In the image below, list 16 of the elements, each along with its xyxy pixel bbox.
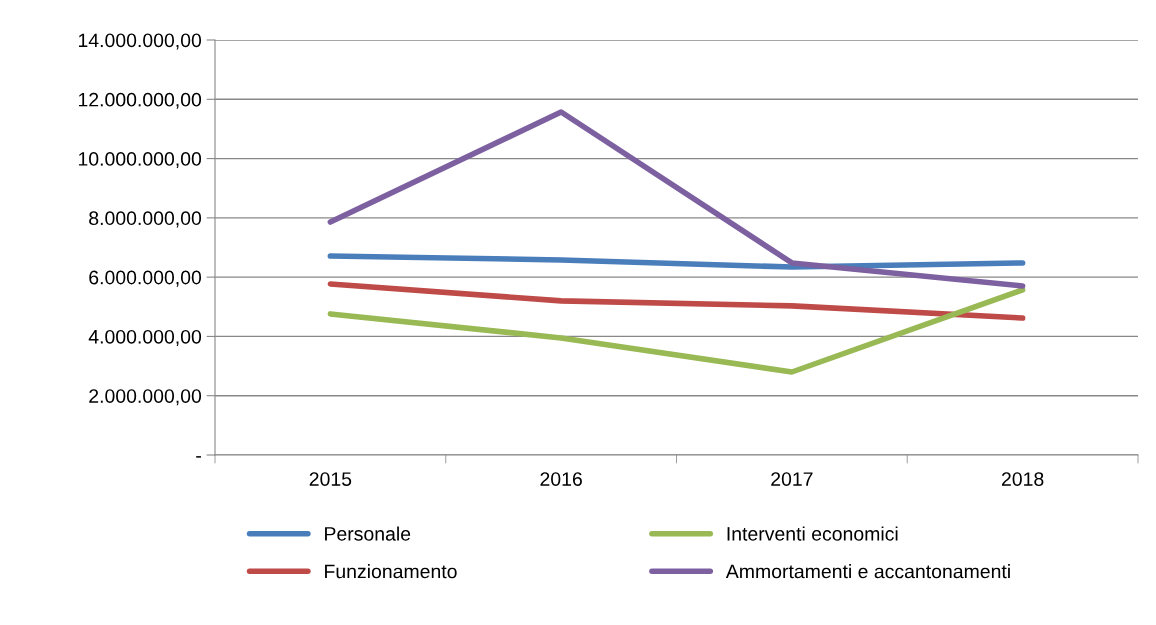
y-tick-label: 10.000.000,00 bbox=[78, 152, 202, 169]
legend-label: Personale bbox=[325, 526, 411, 541]
x-tick-label: 2016 bbox=[540, 472, 582, 486]
legend-label: Funzionamento bbox=[325, 564, 457, 579]
x-tick-label: 2015 bbox=[309, 472, 352, 486]
y-tick-label: - bbox=[196, 456, 201, 458]
y-tick-label: 14.000.000,00 bbox=[78, 33, 202, 50]
y-tick-label: 8.000.000,00 bbox=[89, 211, 202, 228]
y-tick-label: 2.000.000,00 bbox=[89, 389, 202, 406]
legend-label: Interventi economici bbox=[727, 526, 898, 541]
y-tick-label: 12.000.000,00 bbox=[78, 92, 202, 109]
x-tick-label: 2018 bbox=[1001, 472, 1044, 486]
x-tick-label: 2017 bbox=[771, 472, 813, 486]
legend-label: Ammortamenti e accantonamenti bbox=[725, 564, 1010, 579]
y-tick-label: 4.000.000,00 bbox=[88, 329, 202, 346]
y-tick-label: 6.000.000,00 bbox=[89, 270, 202, 287]
